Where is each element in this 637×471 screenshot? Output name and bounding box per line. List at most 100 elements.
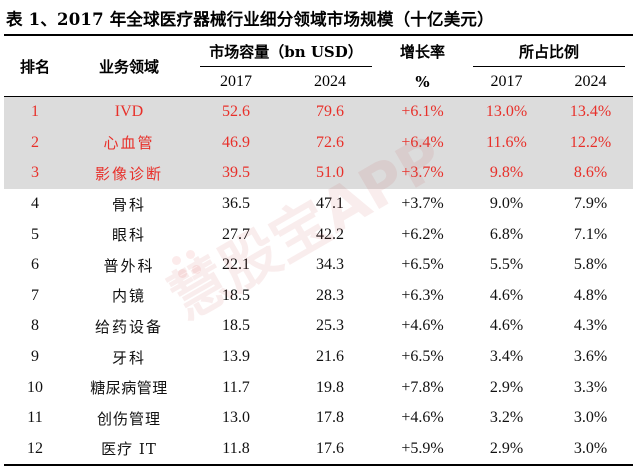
share-2017-cell: 2.9% (489, 378, 524, 396)
header-market-size: 市场容量（bn USD） (192, 34, 381, 68)
share-2017-cell: 3.2% (489, 409, 524, 427)
table-row: 10 糖尿病管理 11.7 19.8 +7.8% 2.9% 3.3% (4, 372, 633, 403)
share-2017-cell: 4.6% (489, 286, 524, 304)
area-cell: 骨科 (111, 195, 146, 214)
rank-cell: 1 (4, 96, 66, 128)
market-2024-cell: 17.8 (316, 409, 344, 427)
market-2017-cell: 13.9 (222, 348, 250, 366)
market-2024-cell: 72.6 (280, 127, 381, 159)
market-2017-cell: 22.1 (222, 256, 250, 274)
market-2017-cell: 36.5 (222, 195, 250, 213)
rank-cell: 12 (4, 433, 66, 467)
area-cell: 心血管 (66, 127, 192, 159)
header-market-2017: 2017 (192, 67, 280, 97)
market-2024-cell: 25.3 (316, 317, 344, 335)
share-2017-cell: 9.0% (489, 195, 524, 213)
table-row: 1 IVD 52.6 79.6 +6.1% 13.0% 13.4% (4, 96, 634, 128)
market-2024-cell: 79.6 (280, 96, 381, 128)
growth-cell: +4.6% (401, 409, 444, 427)
growth-cell: +6.2% (401, 225, 444, 243)
table-row: 2 心血管 46.9 72.6 +6.4% 11.6% 12.2% (4, 127, 634, 159)
rank-cell: 9 (31, 348, 39, 366)
market-size-table: 排名 业务领域 市场容量（bn USD） 增长率 所占比例 2017 2024 … (4, 34, 634, 467)
area-cell: 普外科 (103, 256, 155, 275)
growth-cell: +6.5% (401, 348, 444, 366)
rank-cell: 7 (31, 286, 39, 304)
table-row: 4 骨科 36.5 47.1 +3.7% 9.0% 7.9% (4, 189, 633, 220)
growth-cell: +6.4% (380, 127, 466, 159)
share-2024-cell: 4.3% (573, 317, 608, 335)
share-2017-cell: 5.5% (489, 256, 524, 274)
share-2024-cell: 3.0% (573, 409, 608, 427)
header-area: 业务领域 (66, 34, 192, 97)
growth-cell: +6.3% (401, 286, 444, 304)
table-row: 7 内镜 18.5 28.3 +6.3% 4.6% 4.8% (4, 281, 633, 312)
rank-cell: 3 (4, 158, 66, 189)
market-2017-cell: 11.7 (222, 378, 250, 396)
market-2017-cell: 18.5 (222, 317, 250, 335)
table-row: 5 眼科 27.7 42.2 +6.2% 6.8% 7.1% (4, 219, 633, 250)
share-2024-cell: 7.9% (573, 195, 608, 213)
market-2024-cell: 21.6 (316, 348, 344, 366)
growth-cell: +3.7% (401, 195, 444, 213)
table-row: 9 牙科 13.9 21.6 +6.5% 3.4% 3.6% (4, 342, 633, 373)
rank-cell: 2 (4, 127, 66, 159)
share-2024-cell: 4.8% (573, 286, 608, 304)
area-cell: 医疗 IT (66, 433, 192, 467)
table-row: 12 医疗 IT 11.8 17.6 +5.9% 2.9% 3.0% (4, 433, 634, 467)
header-growth-unit: % (380, 67, 466, 97)
growth-cell: +7.8% (401, 378, 444, 396)
share-2024-cell: 5.8% (573, 256, 608, 274)
table-row: 6 普外科 22.1 34.3 +6.5% 5.5% 5.8% (4, 250, 633, 281)
market-2024-cell: 28.3 (316, 286, 344, 304)
share-2024-cell: 3.6% (573, 348, 608, 366)
header-growth: 增长率 (380, 34, 466, 67)
market-2017-cell: 13.0 (222, 409, 250, 427)
market-2017-cell: 46.9 (192, 127, 280, 159)
header-market-2024: 2024 (280, 67, 381, 97)
share-2017-cell: 9.8% (465, 158, 549, 189)
area-cell: 给药设备 (94, 317, 163, 336)
rank-cell: 11 (27, 409, 43, 427)
rank-cell: 10 (27, 378, 43, 396)
table-row: 8 给药设备 18.5 25.3 +4.6% 4.6% 4.3% (4, 311, 633, 342)
share-2017-cell: 3.4% (489, 348, 524, 366)
share-2017-cell: 2.9% (465, 433, 549, 467)
share-2024-cell: 13.4% (548, 96, 634, 128)
growth-cell: +6.1% (380, 96, 466, 128)
market-2017-cell: 18.5 (222, 286, 250, 304)
market-2024-cell: 19.8 (316, 378, 344, 396)
share-2024-cell: 3.3% (573, 378, 608, 396)
share-2017-cell: 11.6% (465, 127, 549, 159)
table-title: 表 1、2017 年全球医疗器械行业细分领域市场规模（十亿美元） (6, 10, 494, 29)
market-2017-cell: 11.8 (192, 433, 280, 467)
market-2024-cell: 51.0 (280, 158, 381, 189)
market-2024-cell: 17.6 (280, 433, 381, 467)
header-share: 所占比例 (465, 34, 634, 68)
area-cell: IVD (66, 96, 192, 128)
share-2017-cell: 13.0% (465, 96, 549, 128)
share-2024-cell: 12.2% (548, 127, 634, 159)
area-cell: 影像诊断 (66, 158, 192, 189)
share-2024-cell: 3.0% (548, 433, 634, 467)
growth-cell: +4.6% (401, 317, 444, 335)
rank-cell: 8 (31, 317, 39, 335)
area-cell: 创伤管理 (96, 409, 161, 428)
growth-cell: +6.5% (401, 256, 444, 274)
market-2017-cell: 27.7 (222, 225, 250, 243)
area-cell: 牙科 (111, 348, 146, 367)
rank-cell: 6 (31, 256, 39, 274)
table-row: 11 创伤管理 13.0 17.8 +4.6% 3.2% 3.0% (4, 403, 633, 434)
market-2024-cell: 34.3 (316, 256, 344, 274)
rank-cell: 4 (31, 195, 39, 213)
area-cell: 眼科 (111, 226, 146, 245)
market-2017-cell: 52.6 (192, 96, 280, 128)
header-share-2017: 2017 (465, 67, 549, 97)
area-cell: 糖尿病管理 (90, 379, 168, 398)
header-share-2024: 2024 (548, 67, 634, 97)
market-2017-cell: 39.5 (192, 158, 280, 189)
share-2017-cell: 4.6% (489, 317, 524, 335)
header-rank: 排名 (4, 34, 66, 97)
growth-cell: +3.7% (380, 158, 466, 189)
market-2024-cell: 47.1 (316, 195, 344, 213)
